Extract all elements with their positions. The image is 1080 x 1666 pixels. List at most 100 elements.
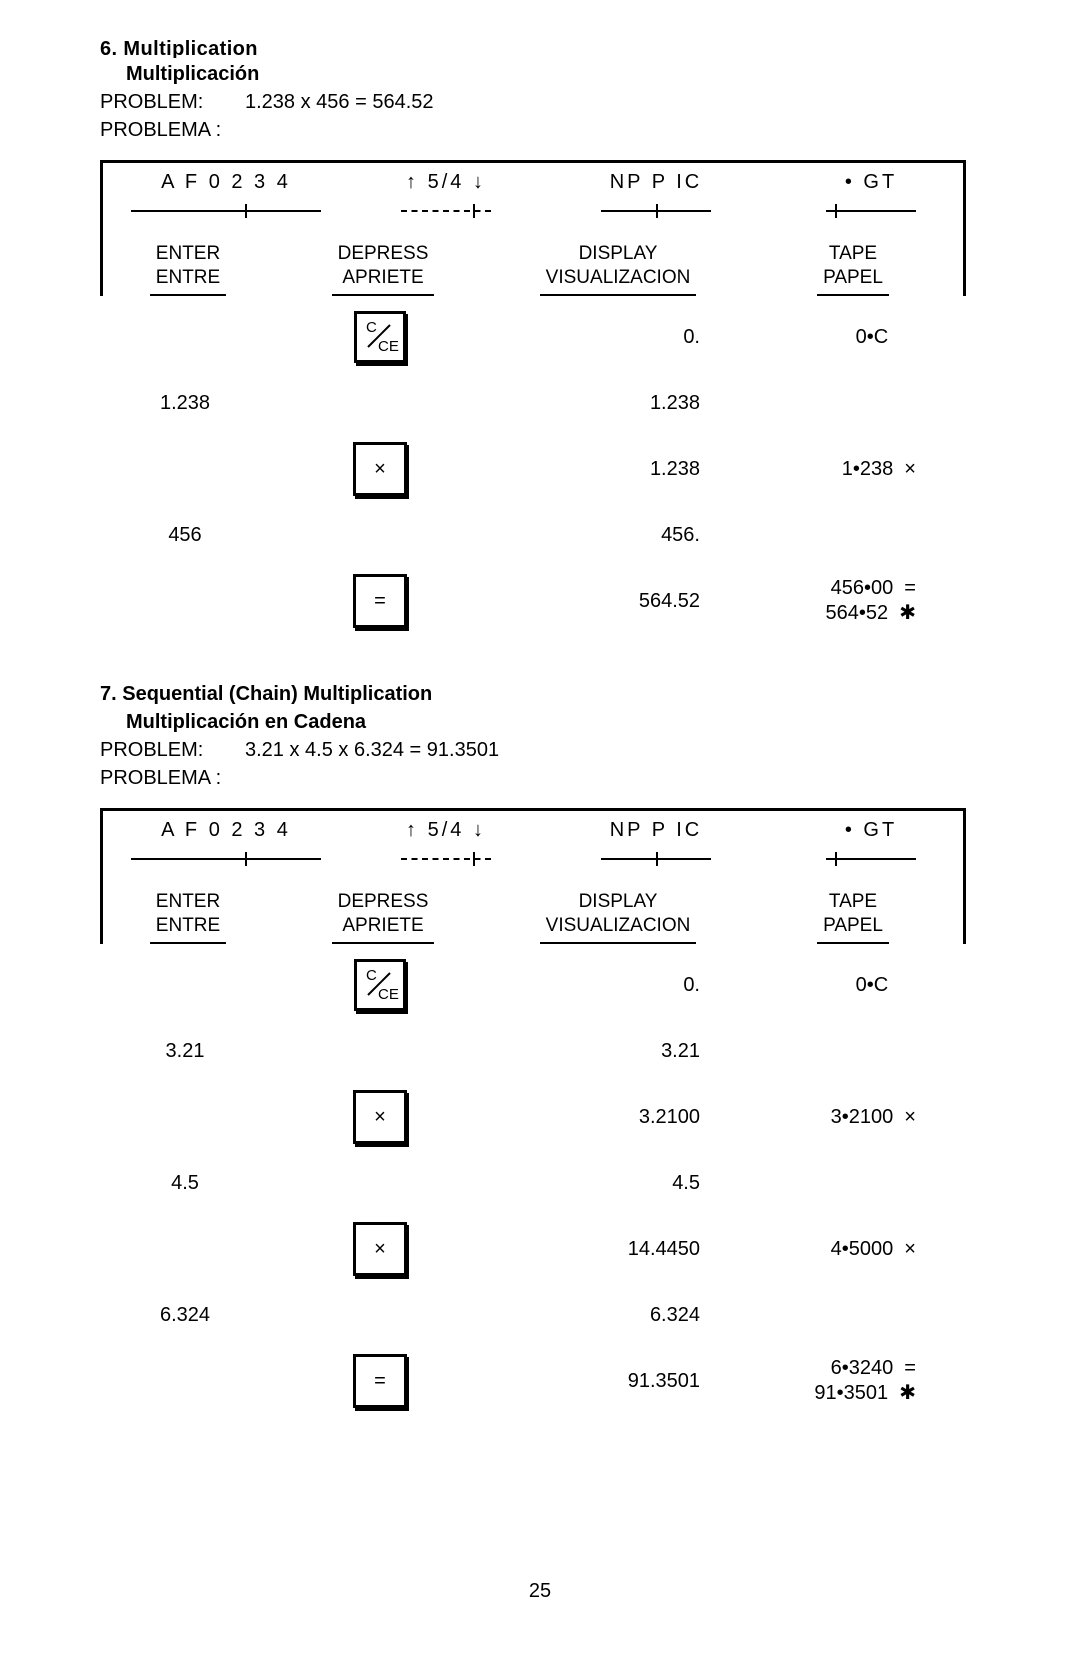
- switch-label: ↑ 5/4 ↓: [381, 819, 511, 842]
- table-row: ×14.44504•5000 ×: [100, 1216, 964, 1282]
- section7-header: 7. Sequential (Chain) Multiplication Mul…: [100, 680, 980, 792]
- switch-row: A F 0 2 3 4 ↑ 5/4 ↓ NP P IC • GT: [103, 163, 963, 236]
- multiply-key-icon: ×: [353, 442, 407, 496]
- depress-cell: ×: [270, 1222, 490, 1276]
- switch-label: A F 0 2 3 4: [131, 171, 321, 194]
- head-tape-es: PAPEL: [823, 915, 883, 936]
- head-tape-en: TAPE: [829, 243, 877, 264]
- section6-problem-en: PROBLEM: 1.238 x 456 = 564.52: [100, 88, 980, 116]
- switch-label: ↑ 5/4 ↓: [381, 171, 511, 194]
- equals-key-icon: =: [353, 574, 407, 628]
- switch-round: ↑ 5/4 ↓: [381, 819, 511, 876]
- enter-cell: 4.5: [100, 1172, 270, 1195]
- head-enter-es: ENTRE: [156, 267, 220, 288]
- table-row: 1.238 1.238: [100, 370, 964, 436]
- svg-text:CE: CE: [378, 338, 399, 355]
- enter-cell: 1.238: [100, 392, 270, 415]
- page-content: 6. Multiplication Multiplicación PROBLEM…: [100, 40, 980, 1414]
- multiply-key-icon: ×: [353, 1222, 407, 1276]
- head-enter-en: ENTER: [156, 891, 220, 912]
- problem-label: PROBLEM:: [100, 736, 245, 764]
- switch-row: A F 0 2 3 4 ↑ 5/4 ↓ NP P IC • GT: [103, 811, 963, 884]
- svg-text:CE: CE: [378, 986, 399, 1003]
- table-row: CCE0.0•C: [100, 952, 964, 1018]
- head-depress-en: DEPRESS: [338, 243, 429, 264]
- display-cell: 4.5: [490, 1172, 740, 1195]
- head-display-en: DISPLAY: [579, 891, 658, 912]
- head-display-es: VISUALIZACION: [546, 267, 691, 288]
- section7-diagram: A F 0 2 3 4 ↑ 5/4 ↓ NP P IC • GT ENTEREN…: [100, 808, 966, 944]
- display-cell: 3.21: [490, 1040, 740, 1063]
- display-cell: 1.238: [490, 392, 740, 415]
- equals-key-icon: =: [353, 1354, 407, 1408]
- depress-cell: =: [270, 1354, 490, 1408]
- switch-gt: • GT: [811, 171, 931, 228]
- display-cell: 1.238: [490, 458, 740, 481]
- head-depress-en: DEPRESS: [338, 891, 429, 912]
- table-row: × 3.21003•2100 ×: [100, 1084, 964, 1150]
- tape-cell: 3•2100 ×: [740, 1106, 960, 1129]
- cce-key-icon: CCE: [354, 311, 406, 363]
- head-depress-es: APRIETE: [342, 915, 423, 936]
- display-cell: 6.324: [490, 1304, 740, 1327]
- switch-gt: • GT: [811, 819, 931, 876]
- depress-cell: CCE: [270, 311, 490, 363]
- switch-label: • GT: [811, 171, 931, 194]
- column-headers: ENTER ENTRE DEPRESS APRIETE DISPLAY VISUALI…: [103, 236, 963, 296]
- switch-label: NP P IC: [581, 171, 731, 194]
- section6-header: 6. Multiplication Multiplicación PROBLEM…: [100, 40, 980, 144]
- display-cell: 0.: [490, 326, 740, 349]
- head-enter-en: ENTER: [156, 243, 220, 264]
- column-headers: ENTER ENTRE DEPRESS APRIETE DISPLAY VISUALI…: [103, 884, 963, 944]
- switch-decimal: A F 0 2 3 4: [131, 819, 321, 876]
- section7-title-en: 7. Sequential (Chain) Multiplication: [100, 680, 980, 708]
- section7-problem-en: PROBLEM: 3.21 x 4.5 x 6.324 = 91.3501: [100, 736, 980, 764]
- switch-label: NP P IC: [581, 819, 731, 842]
- enter-cell: 456: [100, 524, 270, 547]
- problem-label: PROBLEM:: [100, 88, 245, 116]
- display-cell: 3.2100: [490, 1106, 740, 1129]
- svg-text:C: C: [366, 967, 377, 984]
- tape-cell: 0•C: [740, 974, 960, 997]
- switch-print: NP P IC: [581, 171, 731, 228]
- multiply-key-icon: ×: [353, 1090, 407, 1144]
- table-row: 4.5 4.5: [100, 1150, 964, 1216]
- section7-rows: CCE0.0•C 3.21 3.21 × 3.21003•2100 × 4.5 4.5 ×1…: [100, 952, 964, 1414]
- section7-problem-es: PROBLEMA :: [100, 764, 980, 792]
- section6-title-es: Multiplicación: [100, 60, 980, 88]
- section6-diagram: A F 0 2 3 4 ↑ 5/4 ↓ NP P IC • GT ENTEREN…: [100, 160, 966, 296]
- table-row: = 564.52456•00 = 564•52 ✱: [100, 568, 964, 634]
- tape-cell: 0•C: [740, 326, 960, 349]
- switch-label: • GT: [811, 819, 931, 842]
- svg-text:C: C: [366, 319, 377, 336]
- section7-title-es: Multiplicación en Cadena: [100, 708, 980, 736]
- display-cell: 564.52: [490, 590, 740, 613]
- display-cell: 456.: [490, 524, 740, 547]
- head-display-en: DISPLAY: [579, 243, 658, 264]
- switch-print: NP P IC: [581, 819, 731, 876]
- tape-cell: 456•00 = 564•52 ✱: [740, 577, 960, 625]
- depress-cell: CCE: [270, 959, 490, 1011]
- tape-cell: 4•5000 ×: [740, 1238, 960, 1261]
- cce-key-icon: CCE: [354, 959, 406, 1011]
- head-enter-es: ENTRE: [156, 915, 220, 936]
- section6-problem-es: PROBLEMA :: [100, 116, 980, 144]
- table-row: × 1.2381•238 ×: [100, 436, 964, 502]
- switch-label: A F 0 2 3 4: [131, 819, 321, 842]
- head-tape-en: TAPE: [829, 891, 877, 912]
- section6-title-en: 6. Multiplication: [100, 40, 980, 58]
- table-row: 456 456.: [100, 502, 964, 568]
- problem-expr: 1.238 x 456 = 564.52: [245, 88, 434, 116]
- tape-cell: 1•238 ×: [740, 458, 960, 481]
- head-depress-es: APRIETE: [342, 267, 423, 288]
- table-row: 3.21 3.21: [100, 1018, 964, 1084]
- table-row: =91.35016•3240 = 91•3501 ✱: [100, 1348, 964, 1414]
- table-row: CCE 0.0•C: [100, 304, 964, 370]
- problem-expr: 3.21 x 4.5 x 6.324 = 91.3501: [245, 736, 499, 764]
- enter-cell: 3.21: [100, 1040, 270, 1063]
- tape-cell: 6•3240 = 91•3501 ✱: [740, 1357, 960, 1405]
- enter-cell: 6.324: [100, 1304, 270, 1327]
- page-number: 25: [0, 1580, 1080, 1603]
- switch-round: ↑ 5/4 ↓: [381, 171, 511, 228]
- head-display-es: VISUALIZACION: [546, 915, 691, 936]
